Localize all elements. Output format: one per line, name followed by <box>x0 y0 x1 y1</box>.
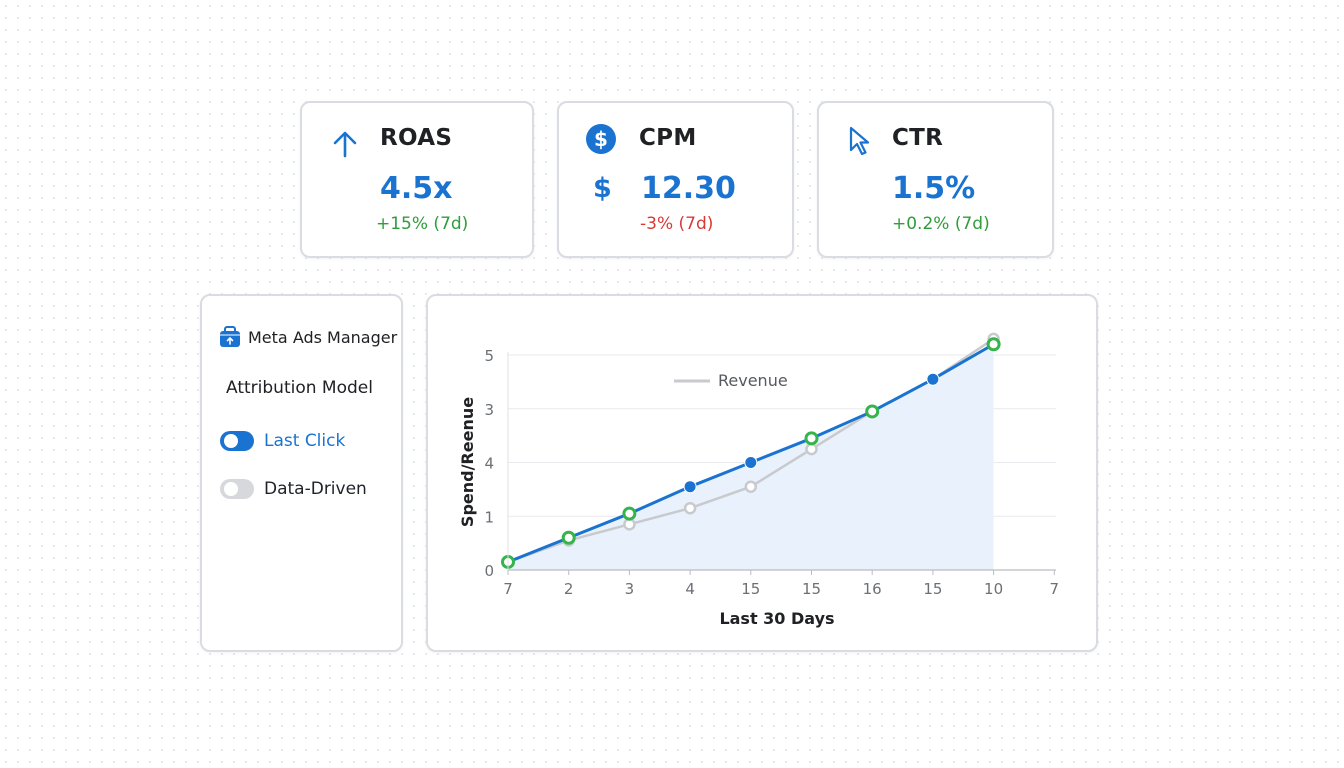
spend-points <box>501 337 1001 569</box>
y-tick-label: 0 <box>484 562 494 580</box>
metric-delta: +15% (7d) <box>376 214 469 234</box>
metric-delta: -3% (7d) <box>640 214 714 234</box>
attribution-model-label: Attribution Model <box>226 378 373 398</box>
spend-point <box>865 404 880 419</box>
toggle-knob <box>224 434 238 448</box>
metric-value: 1.5% <box>892 171 976 206</box>
metric-card-cpm[interactable]: $ CPM $ 12.30 -3% (7d) <box>557 101 794 258</box>
metric-card-roas[interactable]: ROAS 4.5x +15% (7d) <box>300 101 534 258</box>
y-tick-label: 5 <box>484 347 494 365</box>
spend-point <box>683 480 697 494</box>
y-tick-label: 3 <box>484 401 494 419</box>
spend-point <box>622 506 637 521</box>
toggle-data-driven[interactable] <box>220 479 254 499</box>
x-tick-label: 2 <box>564 580 574 598</box>
x-tick-label: 7 <box>1050 580 1060 598</box>
legend-label-revenue: Revenue <box>718 371 788 390</box>
y-tick-labels: 0 1 4 3 5 <box>484 347 494 580</box>
option-last-click-label[interactable]: Last Click <box>264 431 346 451</box>
metric-delta: +0.2% (7d) <box>892 214 990 234</box>
app-title: Meta Ads Manager <box>248 328 398 347</box>
x-tick-label: 4 <box>685 580 695 598</box>
spend-point <box>744 456 758 469</box>
metric-title: CTR <box>892 125 944 151</box>
metric-value: 4.5x <box>380 171 453 206</box>
x-tick-label: 15 <box>741 580 760 598</box>
y-tick-label: 4 <box>484 455 494 473</box>
arrow-up-icon <box>333 131 357 158</box>
svg-text:$: $ <box>594 127 608 151</box>
cursor-icon <box>849 126 870 156</box>
metric-value-prefix: $ <box>593 173 612 204</box>
revenue-point <box>805 442 818 456</box>
y-tick-label: 1 <box>484 508 494 526</box>
x-axis-label: Last 30 Days <box>719 609 834 628</box>
x-tick-label: 16 <box>863 580 882 598</box>
spend-revenue-chart: 0 1 4 3 5 7 2 3 4 15 15 16 15 10 7 Revenue Spend/Reen… <box>458 332 1059 628</box>
spend-point <box>986 337 1001 352</box>
y-axis-label: Spend/Reenue <box>458 397 477 527</box>
chart-card: 0 1 4 3 5 7 2 3 4 15 15 16 15 10 7 Revenue Spend/Reen… <box>426 294 1098 652</box>
revenue-point <box>683 501 697 515</box>
x-tick-label: 3 <box>625 580 635 598</box>
briefcase-icon <box>220 326 240 347</box>
metric-title: CPM <box>639 125 697 151</box>
attribution-sidebar: Meta Ads Manager Attribution Model Last … <box>200 294 403 652</box>
toggle-last-click[interactable] <box>220 431 254 451</box>
metric-value: 12.30 <box>641 171 736 206</box>
spend-point <box>926 372 940 386</box>
x-tick-label: 15 <box>923 580 942 598</box>
option-data-driven-label[interactable]: Data-Driven <box>264 479 367 499</box>
x-tick-labels: 7 2 3 4 15 15 16 15 10 7 <box>503 570 1059 598</box>
dollar-circle-icon: $ <box>586 124 616 154</box>
x-tick-label: 10 <box>984 580 1003 598</box>
toggle-knob <box>224 482 238 496</box>
x-tick-label: 15 <box>802 580 821 598</box>
revenue-point <box>623 518 636 531</box>
metric-card-ctr[interactable]: CTR 1.5% +0.2% (7d) <box>817 101 1054 258</box>
spend-point <box>561 530 576 545</box>
revenue-point <box>744 480 758 493</box>
metric-title: ROAS <box>380 125 453 151</box>
spend-point <box>804 431 819 446</box>
x-tick-label: 7 <box>503 580 513 598</box>
